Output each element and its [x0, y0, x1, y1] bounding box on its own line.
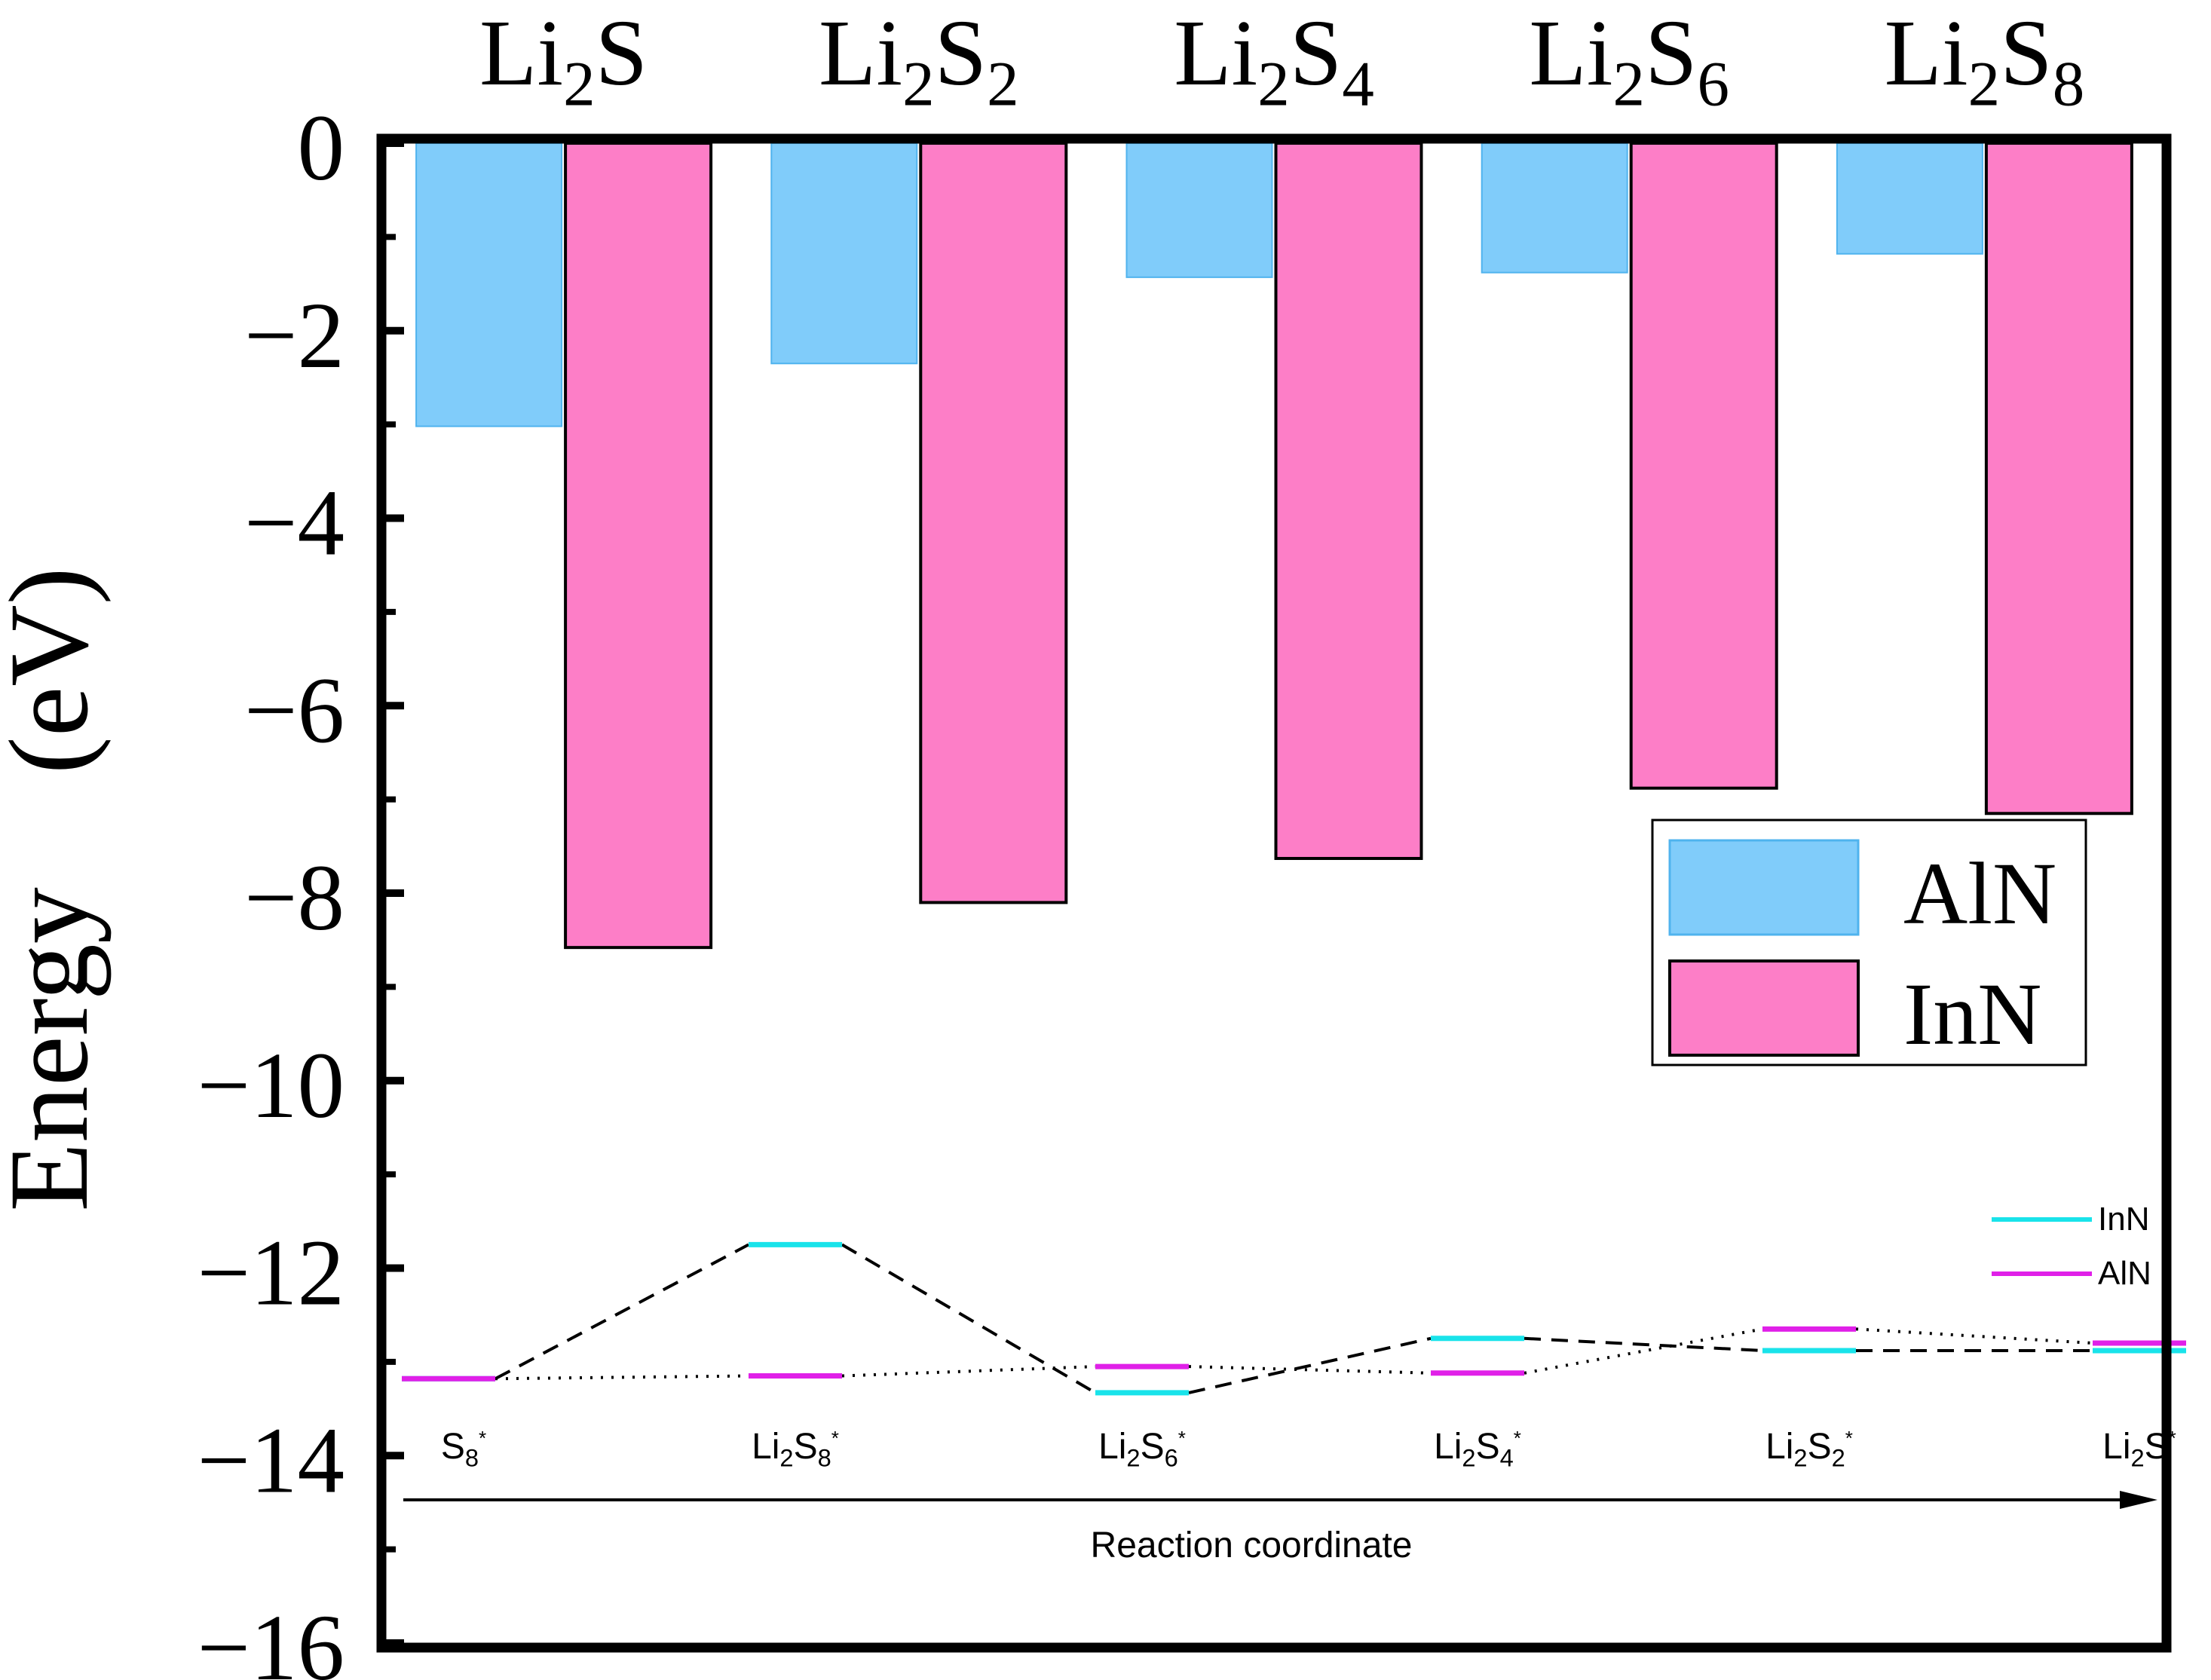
category-label-4: Li2S6	[1529, 2, 1729, 120]
step-label-3-base: Li	[1098, 1427, 1126, 1467]
y-tick-label-7: −12	[198, 1222, 345, 1326]
connector-aln-1	[495, 1374, 749, 1381]
bar-inn-1	[564, 142, 713, 950]
category-label-1-base: Li	[479, 2, 563, 106]
connector-aln-3	[1188, 1365, 1432, 1375]
step-label-2-star: *	[831, 1427, 839, 1449]
category-label-4-mid: S	[1645, 2, 1698, 106]
step-label-5-sub2: 2	[1832, 1444, 1845, 1472]
y-tick-label-5: −8	[244, 846, 345, 950]
step-label-2-mid: S	[794, 1427, 818, 1467]
connector-aln-4	[1524, 1327, 1763, 1375]
category-label-2-base: Li	[819, 2, 902, 106]
category-label-5-sub1: 2	[1968, 49, 2001, 120]
legend-swatch-inn	[1668, 959, 1860, 1057]
category-label-2-sub1: 2	[902, 49, 935, 120]
y-axis-label: Energy (eV)	[0, 567, 112, 1211]
step-label-4-base: Li	[1434, 1427, 1462, 1467]
y-tick-label-9: −16	[198, 1596, 345, 1680]
bar-inn-4	[1629, 142, 1778, 790]
category-label-2: Li2S2	[819, 2, 1019, 120]
category-label-1: Li2S	[479, 2, 648, 120]
y-tick-label-4: −6	[244, 659, 345, 763]
step-label-6-star: *	[2169, 1427, 2176, 1449]
bar-aln-5	[1836, 142, 1983, 255]
category-label-5-sub2: 8	[2053, 49, 2085, 120]
step-label-3-star: *	[1178, 1427, 1186, 1449]
step-label-3-sub2: 6	[1165, 1444, 1178, 1472]
step-label-5-mid: S	[1808, 1427, 1832, 1467]
category-label-3-sub1: 2	[1257, 49, 1290, 120]
plot-frame	[376, 133, 2172, 1653]
category-label-4-sub2: 6	[1698, 49, 1730, 120]
step-label-2-sub2: 8	[818, 1444, 831, 1472]
step-label-3-mid: S	[1141, 1427, 1165, 1467]
y-tick-label-6: −10	[198, 1034, 345, 1138]
step-label-6-sub1: 2	[2131, 1444, 2145, 1472]
connector-aln-5	[1855, 1327, 2093, 1345]
step-label-4: Li2S4*	[1434, 1427, 1521, 1472]
step-label-4-sub1: 2	[1462, 1444, 1475, 1472]
legend-label-inn: InN	[1903, 965, 2042, 1063]
step-label-3-sub1: 2	[1126, 1444, 1140, 1472]
y-tick-label-8: −14	[198, 1409, 345, 1513]
step-label-2-base: Li	[752, 1427, 779, 1467]
category-label-1-mid: S	[596, 2, 648, 106]
step-label-5-star: *	[1845, 1427, 1853, 1449]
y-tick-label-2: −2	[244, 284, 345, 388]
category-label-1-sub1: 2	[563, 49, 596, 120]
category-label-3-mid: S	[1290, 2, 1343, 106]
bar-aln-4	[1481, 142, 1628, 274]
step-label-4-sub2: 4	[1500, 1444, 1514, 1472]
legend: AlN InN	[1651, 819, 2087, 1066]
connector-aln-2	[841, 1365, 1096, 1378]
bar-series-layer	[415, 142, 2133, 950]
step-label-2-sub1: 2	[779, 1444, 793, 1472]
step-label-5-sub1: 2	[1793, 1444, 1807, 1472]
category-label-4-base: Li	[1529, 2, 1612, 106]
bar-inn-5	[1984, 142, 2133, 816]
legend-label-aln: AlN	[1903, 844, 2056, 943]
category-label-3-base: Li	[1174, 2, 1257, 106]
bar-aln-2	[770, 142, 918, 365]
text-layer: Li2S Li2S2 Li2S4 Li2S6 Li2S80−2−4−6−8−10−12−…	[198, 2, 2085, 1680]
axes-layer	[376, 133, 2172, 1653]
category-label-3-sub2: 4	[1342, 49, 1374, 120]
category-label-2-mid: S	[935, 2, 988, 106]
step-label-1-sub1: 8	[465, 1444, 479, 1472]
bar-aln-3	[1125, 142, 1273, 278]
bar-inn-2	[919, 142, 1068, 904]
reaction-axis-arrowhead	[2120, 1491, 2157, 1509]
reaction-inset: S8* Li2S8* Li2S6* Li2S4* Li2S2* Li2S*	[402, 1241, 2186, 1509]
step-label-4-star: *	[1514, 1427, 1521, 1449]
reaction-coordinate-label: Reaction coordinate	[1091, 1525, 1413, 1565]
step-label-2: Li2S8*	[752, 1427, 839, 1472]
category-label-5-base: Li	[1885, 2, 1968, 106]
category-label-5-mid: S	[2000, 2, 2053, 106]
category-label-3: Li2S4	[1174, 2, 1374, 120]
y-tick-label-1: 0	[298, 96, 345, 200]
inset-legend: InN AlN	[1992, 1201, 2151, 1292]
step-label-1-base: S	[441, 1427, 465, 1467]
category-label-4-sub1: 2	[1612, 49, 1645, 120]
category-label-5: Li2S8	[1885, 2, 2085, 120]
inset-legend-label-aln: AlN	[2098, 1255, 2151, 1292]
inset-legend-label-inn: InN	[2098, 1201, 2149, 1238]
step-label-4-mid: S	[1476, 1427, 1500, 1467]
bar-aln-1	[415, 142, 563, 427]
step-label-1-star: *	[479, 1427, 486, 1449]
step-label-3: Li2S6*	[1098, 1427, 1186, 1472]
step-label-6-base: Li	[2102, 1427, 2130, 1467]
step-label-5-base: Li	[1765, 1427, 1793, 1467]
connector-inn-1	[495, 1243, 749, 1381]
step-label-5: Li2S2*	[1765, 1427, 1853, 1472]
step-label-1: S8*	[441, 1427, 486, 1472]
bar-inn-3	[1274, 142, 1423, 860]
legend-swatch-aln	[1668, 839, 1860, 936]
category-label-2-sub2: 2	[987, 49, 1019, 120]
connector-inn-4	[1524, 1336, 1763, 1352]
y-tick-label-3: −4	[244, 472, 345, 576]
connector-inn-3	[1188, 1336, 1432, 1394]
